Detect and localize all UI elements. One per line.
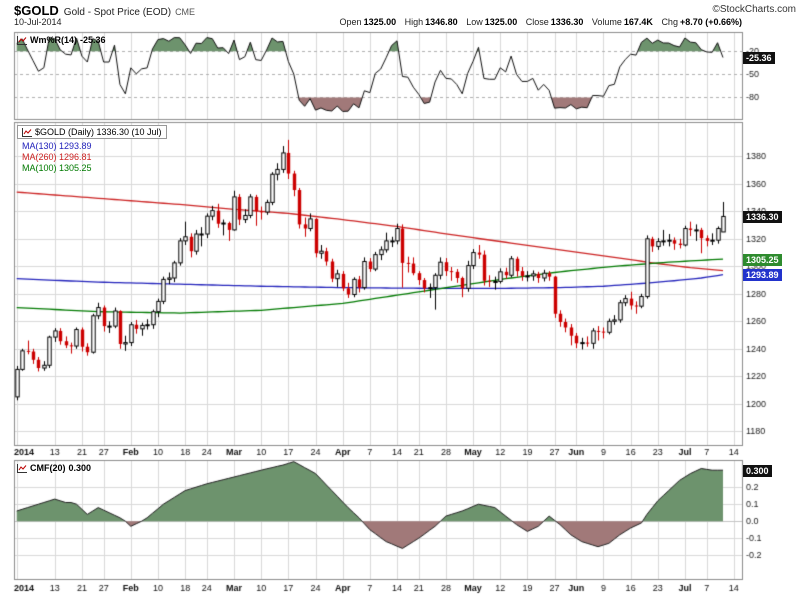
change-label: Chg xyxy=(661,17,678,27)
cmf-legend: CMF(20) 0.300 xyxy=(17,463,91,473)
wmr-label: Wm%R(14) xyxy=(30,35,78,45)
symbol: $GOLD xyxy=(14,3,59,18)
low-value: 1325.00 xyxy=(484,17,518,27)
open-label: Open xyxy=(339,17,362,27)
exchange-label: CME xyxy=(175,7,196,17)
wmr-legend: Wm%R(14) -25.36 xyxy=(17,35,106,45)
chart-date: 10-Jul-2014 xyxy=(14,17,62,27)
quote-row: 10-Jul-2014 Open 1325.00 High 1346.80 Low 1… xyxy=(14,17,742,29)
cmf-axis-value-box: 0.300 xyxy=(743,465,772,477)
close-value: 1336.30 xyxy=(550,17,584,27)
wmr-value: -25.36 xyxy=(80,35,106,45)
volume-value: 167.4K xyxy=(623,17,653,27)
cmf-value: 0.300 xyxy=(68,463,92,473)
mini-chart-icon xyxy=(22,127,32,137)
close-label: Close xyxy=(525,17,549,27)
chart-header: $GOLD Gold - Spot Price (EOD) CME ©StockCh… xyxy=(14,2,796,18)
ma130-legend: MA(130) 1293.89 xyxy=(22,141,92,151)
cmf-label: CMF(20) xyxy=(30,463,66,473)
ma100-legend: MA(100) 1305.25 xyxy=(22,163,92,173)
mini-chart-icon xyxy=(17,463,27,473)
open-value: 1325.00 xyxy=(363,17,397,27)
ma100-axis-value-box: 1305.25 xyxy=(743,254,782,266)
volume-label: Volume xyxy=(591,17,622,27)
stockcharts-credit-link[interactable]: ©StockCharts.com xyxy=(712,4,796,15)
price-legend: $GOLD (Daily) 1336.30 (10 Jul) xyxy=(17,125,167,139)
quote-summary: Open 1325.00 High 1346.80 Low 1325.00 Close… xyxy=(334,17,742,27)
change-value: +8.70 (+0.66%) xyxy=(679,17,742,27)
wmr-axis-value-box: -25.36 xyxy=(743,52,775,64)
ma130-axis-value-box: 1293.89 xyxy=(743,269,782,281)
price-legend-text: $GOLD (Daily) 1336.30 (10 Jul) xyxy=(35,127,162,137)
ma260-legend: MA(260) 1296.81 xyxy=(22,152,92,162)
chart-title: Gold - Spot Price (EOD) xyxy=(63,7,172,18)
high-label: High xyxy=(404,17,424,27)
low-label: Low xyxy=(466,17,483,27)
close-axis-value-box: 1336.30 xyxy=(743,211,782,223)
high-value: 1346.80 xyxy=(425,17,458,27)
mini-chart-icon xyxy=(17,35,27,45)
